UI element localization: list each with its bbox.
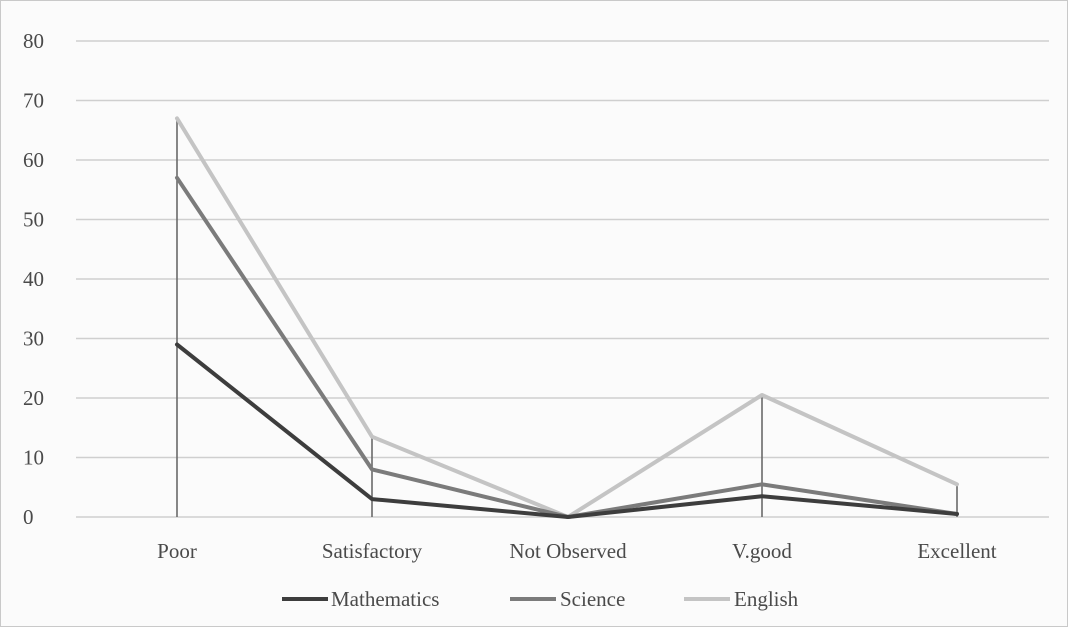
series-line-science (175, 175, 959, 519)
legend-label-mathematics: Mathematics (331, 587, 439, 611)
y-tick-label: 50 (23, 208, 44, 232)
y-tick-label: 20 (23, 386, 44, 410)
y-tick-label: 40 (23, 267, 44, 291)
x-category-label: Not Observed (509, 539, 627, 563)
legend: Mathematics Science English (282, 587, 799, 611)
y-tick-label: 0 (23, 505, 34, 529)
x-category-label: Excellent (917, 539, 996, 563)
y-tick-label: 70 (23, 89, 44, 113)
y-tick-label: 60 (23, 148, 44, 172)
legend-label-science: Science (560, 587, 625, 611)
series-lines (175, 116, 959, 519)
x-axis-category-labels: Poor Satisfactory Not Observed V.good Excell… (157, 539, 997, 563)
x-category-label: V.good (732, 539, 792, 563)
gridlines (76, 40, 1049, 518)
y-axis-tick-labels: 0 10 20 30 40 50 60 70 80 (23, 29, 44, 529)
y-tick-label: 30 (23, 327, 44, 351)
legend-label-english: English (734, 587, 799, 611)
series-line-mathematics (175, 342, 959, 519)
y-tick-label: 10 (23, 446, 44, 470)
x-category-label: Satisfactory (322, 539, 423, 563)
y-tick-label: 80 (23, 29, 44, 53)
x-category-label: Poor (157, 539, 197, 563)
